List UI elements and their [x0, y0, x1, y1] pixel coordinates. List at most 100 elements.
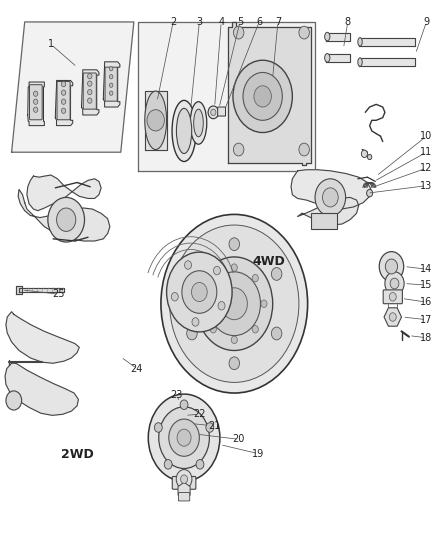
Polygon shape	[228, 22, 311, 165]
Circle shape	[218, 302, 225, 310]
Text: 18: 18	[420, 333, 432, 343]
Ellipse shape	[194, 109, 203, 137]
Circle shape	[261, 300, 267, 308]
Circle shape	[147, 110, 164, 131]
Circle shape	[389, 313, 396, 321]
Circle shape	[231, 336, 237, 344]
Text: 4WD: 4WD	[253, 255, 286, 268]
Polygon shape	[16, 286, 21, 294]
Text: 14: 14	[420, 264, 432, 274]
Circle shape	[33, 107, 38, 112]
Circle shape	[229, 357, 240, 369]
Circle shape	[385, 259, 398, 274]
Text: 2WD: 2WD	[61, 448, 93, 461]
Circle shape	[233, 26, 244, 39]
Text: 17: 17	[420, 314, 433, 325]
FancyBboxPatch shape	[105, 67, 117, 101]
Text: 7: 7	[275, 17, 281, 27]
Circle shape	[272, 327, 282, 340]
Text: 24: 24	[131, 364, 143, 374]
Circle shape	[187, 268, 197, 280]
Polygon shape	[28, 82, 44, 126]
FancyBboxPatch shape	[383, 290, 403, 304]
Polygon shape	[326, 33, 350, 41]
Circle shape	[161, 214, 307, 393]
Text: 20: 20	[233, 434, 245, 445]
Polygon shape	[18, 189, 110, 241]
Circle shape	[385, 272, 404, 295]
Circle shape	[252, 274, 258, 282]
Text: 10: 10	[420, 131, 432, 141]
Circle shape	[61, 99, 66, 104]
Circle shape	[159, 407, 209, 469]
Circle shape	[48, 197, 85, 242]
Text: 13: 13	[420, 181, 432, 191]
Circle shape	[6, 391, 21, 410]
Text: 4: 4	[218, 17, 224, 27]
Circle shape	[221, 288, 247, 320]
Circle shape	[379, 252, 404, 281]
Polygon shape	[359, 38, 416, 46]
Circle shape	[210, 326, 216, 333]
Circle shape	[299, 143, 309, 156]
Polygon shape	[138, 22, 315, 171]
Circle shape	[33, 91, 38, 96]
FancyBboxPatch shape	[29, 85, 42, 120]
Polygon shape	[291, 169, 371, 209]
Circle shape	[110, 83, 113, 87]
Circle shape	[176, 470, 192, 489]
Circle shape	[272, 268, 282, 280]
Polygon shape	[19, 288, 64, 292]
Circle shape	[33, 99, 38, 104]
FancyBboxPatch shape	[172, 477, 196, 489]
Circle shape	[164, 459, 172, 469]
Circle shape	[170, 225, 299, 382]
Circle shape	[233, 60, 292, 133]
Circle shape	[361, 150, 367, 158]
Text: 22: 22	[193, 409, 205, 419]
Circle shape	[196, 257, 273, 351]
Polygon shape	[55, 80, 73, 126]
Text: 6: 6	[256, 17, 262, 27]
Circle shape	[208, 106, 219, 119]
Circle shape	[243, 72, 283, 120]
Text: 3: 3	[196, 17, 202, 27]
Text: 1: 1	[48, 39, 54, 49]
Text: 9: 9	[424, 17, 429, 27]
Circle shape	[367, 189, 373, 197]
FancyBboxPatch shape	[83, 73, 96, 109]
Circle shape	[252, 326, 258, 333]
Circle shape	[208, 272, 261, 336]
Circle shape	[211, 109, 216, 116]
Circle shape	[231, 264, 237, 271]
Ellipse shape	[145, 91, 166, 150]
Ellipse shape	[358, 58, 362, 66]
Ellipse shape	[177, 108, 192, 154]
Circle shape	[110, 67, 113, 71]
Circle shape	[322, 188, 338, 207]
Circle shape	[61, 82, 66, 87]
Circle shape	[155, 423, 162, 432]
FancyBboxPatch shape	[311, 213, 337, 229]
Circle shape	[184, 261, 191, 269]
Circle shape	[110, 75, 113, 79]
Text: 11: 11	[420, 147, 432, 157]
Polygon shape	[27, 175, 101, 211]
Ellipse shape	[325, 54, 330, 62]
Polygon shape	[6, 312, 79, 364]
Circle shape	[367, 155, 372, 160]
Text: 19: 19	[252, 449, 265, 458]
Circle shape	[390, 278, 399, 289]
Text: 5: 5	[237, 17, 243, 27]
Circle shape	[187, 327, 197, 340]
Text: 16: 16	[420, 297, 432, 307]
Text: 25: 25	[52, 289, 64, 299]
Polygon shape	[145, 91, 166, 150]
Circle shape	[191, 282, 207, 302]
FancyBboxPatch shape	[218, 107, 226, 116]
Circle shape	[213, 266, 220, 275]
Polygon shape	[12, 22, 134, 152]
Ellipse shape	[190, 102, 207, 144]
Circle shape	[177, 429, 191, 446]
Circle shape	[166, 252, 232, 332]
